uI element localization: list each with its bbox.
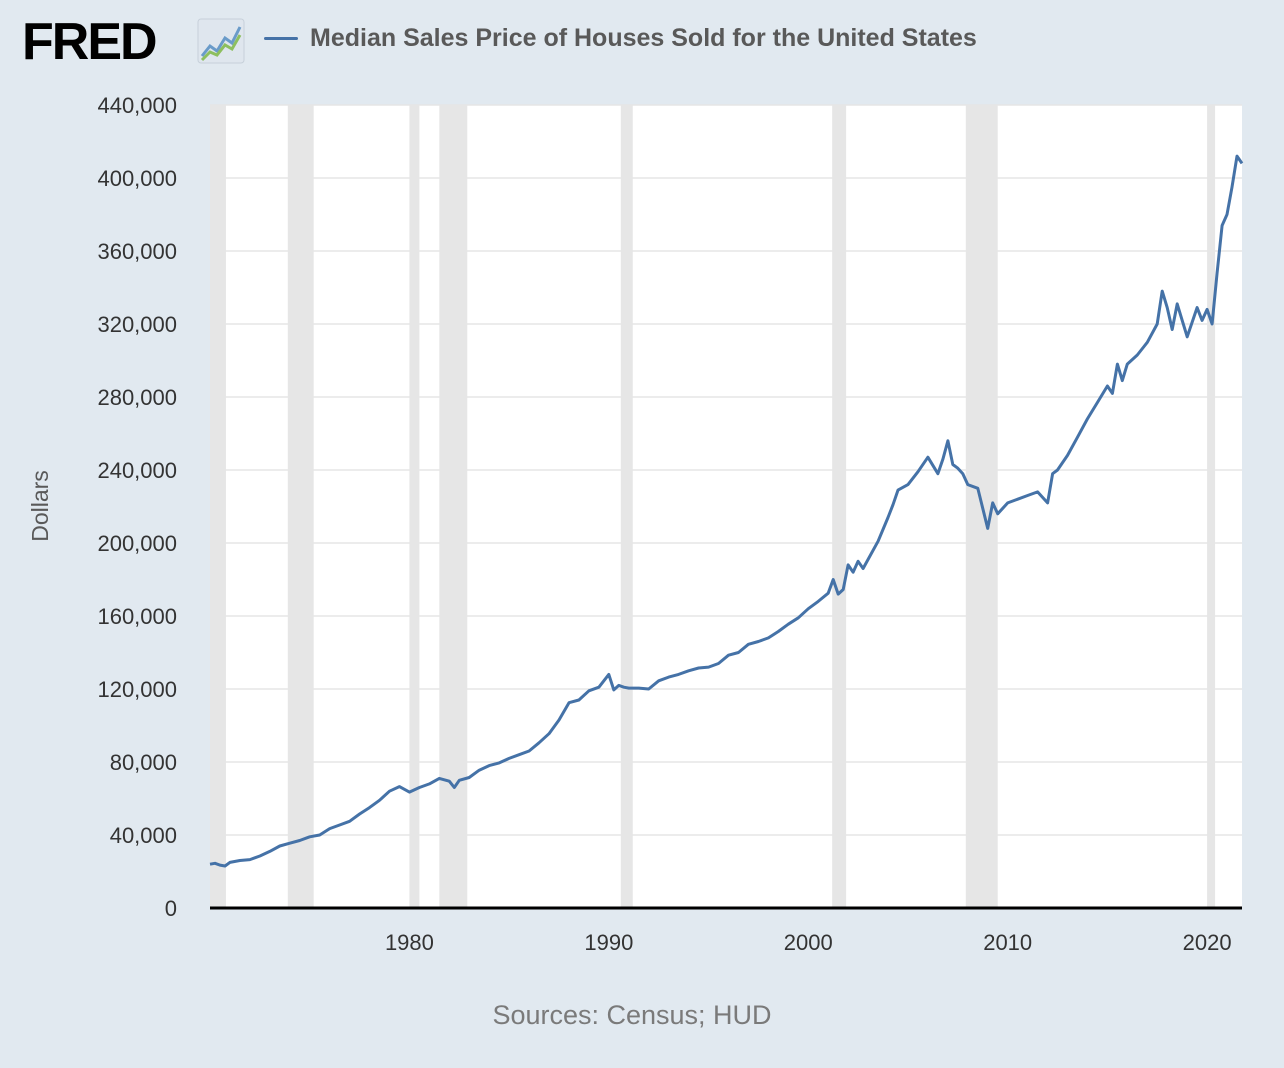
y-tick-label: 400,000 <box>97 166 177 191</box>
y-tick-label: 360,000 <box>97 239 177 264</box>
recession-band <box>832 105 847 908</box>
legend-series-swatch <box>264 37 298 40</box>
x-tick-label: 2000 <box>784 930 833 955</box>
recession-band <box>210 105 226 908</box>
x-tick-label: 1990 <box>584 930 633 955</box>
x-tick-label: 1980 <box>385 930 434 955</box>
source-note: Sources: Census; HUD <box>492 1000 772 1030</box>
line-chart: 0 40,000 80,000 120,000 160,000 200,000 240,00… <box>27 93 1244 955</box>
recession-band <box>620 105 633 908</box>
y-tick-label: 40,000 <box>110 823 177 848</box>
recession-band <box>1207 105 1216 908</box>
y-tick-label: 200,000 <box>97 531 177 556</box>
y-axis-label: Dollars <box>27 470 53 542</box>
chart-header: FRED Median Sales Price of Houses Sold f… <box>20 14 1264 70</box>
chart-legend[interactable]: Median Sales Price of Houses Sold for th… <box>264 24 977 53</box>
x-tick-label: 2020 <box>1183 930 1232 955</box>
y-tick-label: 0 <box>165 896 177 921</box>
gridlines <box>210 104 1242 836</box>
y-tick-label: 440,000 <box>97 93 177 118</box>
fred-logo[interactable]: FRED <box>22 13 158 71</box>
legend-series-label: Median Sales Price of Houses Sold for th… <box>310 24 977 52</box>
plot-area <box>210 105 1242 908</box>
y-tick-label: 240,000 <box>97 458 177 483</box>
y-axis: 0 40,000 80,000 120,000 160,000 200,000 240,00… <box>97 93 177 921</box>
y-tick-label: 320,000 <box>97 312 177 337</box>
recession-band <box>287 105 314 908</box>
recession-band <box>439 105 468 908</box>
x-axis: 1980 1990 2000 2010 2020 <box>385 930 1232 955</box>
y-tick-label: 120,000 <box>97 677 177 702</box>
y-tick-label: 160,000 <box>97 604 177 629</box>
x-tick-label: 2010 <box>983 930 1032 955</box>
series-line[interactable] <box>209 154 1244 868</box>
line-graph-icon <box>197 18 245 64</box>
recession-band <box>409 105 420 908</box>
y-tick-label: 280,000 <box>97 385 177 410</box>
y-tick-label: 80,000 <box>110 750 177 775</box>
